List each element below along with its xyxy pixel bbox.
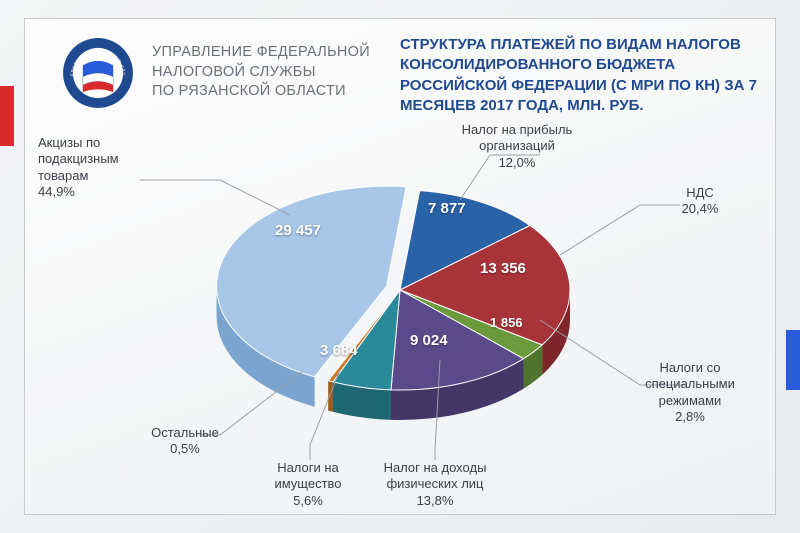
org-name: УПРАВЛЕНИЕ ФЕДЕРАЛЬНОЙ НАЛОГОВОЙ СЛУЖБЫ … — [152, 43, 370, 111]
label-pct: 44,9% — [38, 184, 158, 200]
value-property: 3 684 — [320, 342, 358, 359]
pie-chart: Акцизы поподакцизнымтоварам 44,9% Налог … — [0, 120, 800, 530]
label-pct: 0,5% — [140, 441, 230, 457]
value-excise: 29 457 — [275, 222, 321, 239]
label-pct: 5,6% — [258, 493, 358, 509]
fns-emblem-icon: ФЕДЕРАЛЬНАЯ НАЛОГОВАЯ СЛУЖБА — [60, 35, 136, 111]
label-personal-income: Налог на доходыфизических лиц 13,8% — [370, 460, 500, 509]
value-profit: 7 877 — [428, 200, 466, 217]
label-vat: НДС 20,4% — [665, 185, 735, 218]
label-profit-tax: Налог на прибыльорганизаций 12,0% — [442, 122, 592, 171]
label-excise: Акцизы поподакцизнымтоварам 44,9% — [38, 135, 158, 200]
label-text: Налоги наимущество — [258, 460, 358, 493]
label-text: Остальные — [140, 425, 230, 441]
label-text: Налог на прибыльорганизаций — [442, 122, 592, 155]
label-pct: 2,8% — [630, 409, 750, 425]
label-pct: 12,0% — [442, 155, 592, 171]
value-special: 1 856 — [490, 315, 523, 330]
label-special-regime: Налоги соспециальнымирежимами 2,8% — [630, 360, 750, 425]
label-text: НДС — [665, 185, 735, 201]
label-other: Остальные 0,5% — [140, 425, 230, 458]
org-line-1: УПРАВЛЕНИЕ ФЕДЕРАЛЬНОЙ — [152, 43, 370, 63]
chart-title: СТРУКТУРА ПЛАТЕЖЕЙ ПО ВИДАМ НАЛОГОВ КОНС… — [400, 35, 770, 116]
org-line-2: НАЛОГОВОЙ СЛУЖБЫ — [152, 63, 370, 83]
label-text: Налоги соспециальнымирежимами — [630, 360, 750, 409]
label-pct: 13,8% — [370, 493, 500, 509]
label-pct: 20,4% — [665, 201, 735, 217]
org-line-3: ПО РЯЗАНСКОЙ ОБЛАСТИ — [152, 82, 370, 102]
value-personal: 9 024 — [410, 332, 448, 349]
label-text: Акцизы поподакцизнымтоварам — [38, 135, 158, 184]
label-text: Налог на доходыфизических лиц — [370, 460, 500, 493]
label-property-tax: Налоги наимущество 5,6% — [258, 460, 358, 509]
value-vat: 13 356 — [480, 260, 526, 277]
